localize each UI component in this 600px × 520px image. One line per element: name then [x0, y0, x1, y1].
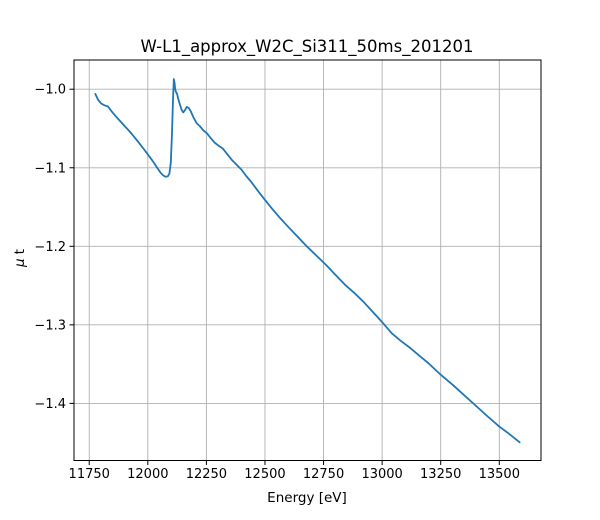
x-axis-label: Energy [eV] [267, 490, 347, 506]
axes-frame [73, 59, 542, 461]
x-tick-label: 13500 [479, 467, 520, 482]
data-line [94, 78, 521, 444]
x-tick-label: 12750 [303, 467, 344, 482]
x-tick-label: 13000 [361, 467, 402, 482]
y-tick-label: −1.0 [34, 83, 66, 98]
y-axis-label: μt [12, 249, 28, 268]
y-tick-label: −1.3 [34, 318, 66, 333]
y-axis-label-t: t [12, 249, 28, 254]
x-tick-label: 12000 [127, 467, 168, 482]
x-tick-label: 11750 [69, 467, 110, 482]
y-axis-label-mu: μ [12, 258, 28, 268]
x-tick-label: 12500 [244, 467, 285, 482]
y-tick-label: −1.1 [34, 161, 66, 176]
y-tick-label: −1.4 [34, 397, 66, 412]
x-tick-label: 12250 [186, 467, 227, 482]
x-tick-label: 13250 [420, 467, 461, 482]
plot-area: 11750 12000 12250 12500 12750 13000 13250 13500… [34, 59, 542, 482]
plot-title: W-L1_approx_W2C_Si311_50ms_201201 [141, 37, 474, 57]
y-tick-label: −1.2 [34, 240, 66, 255]
